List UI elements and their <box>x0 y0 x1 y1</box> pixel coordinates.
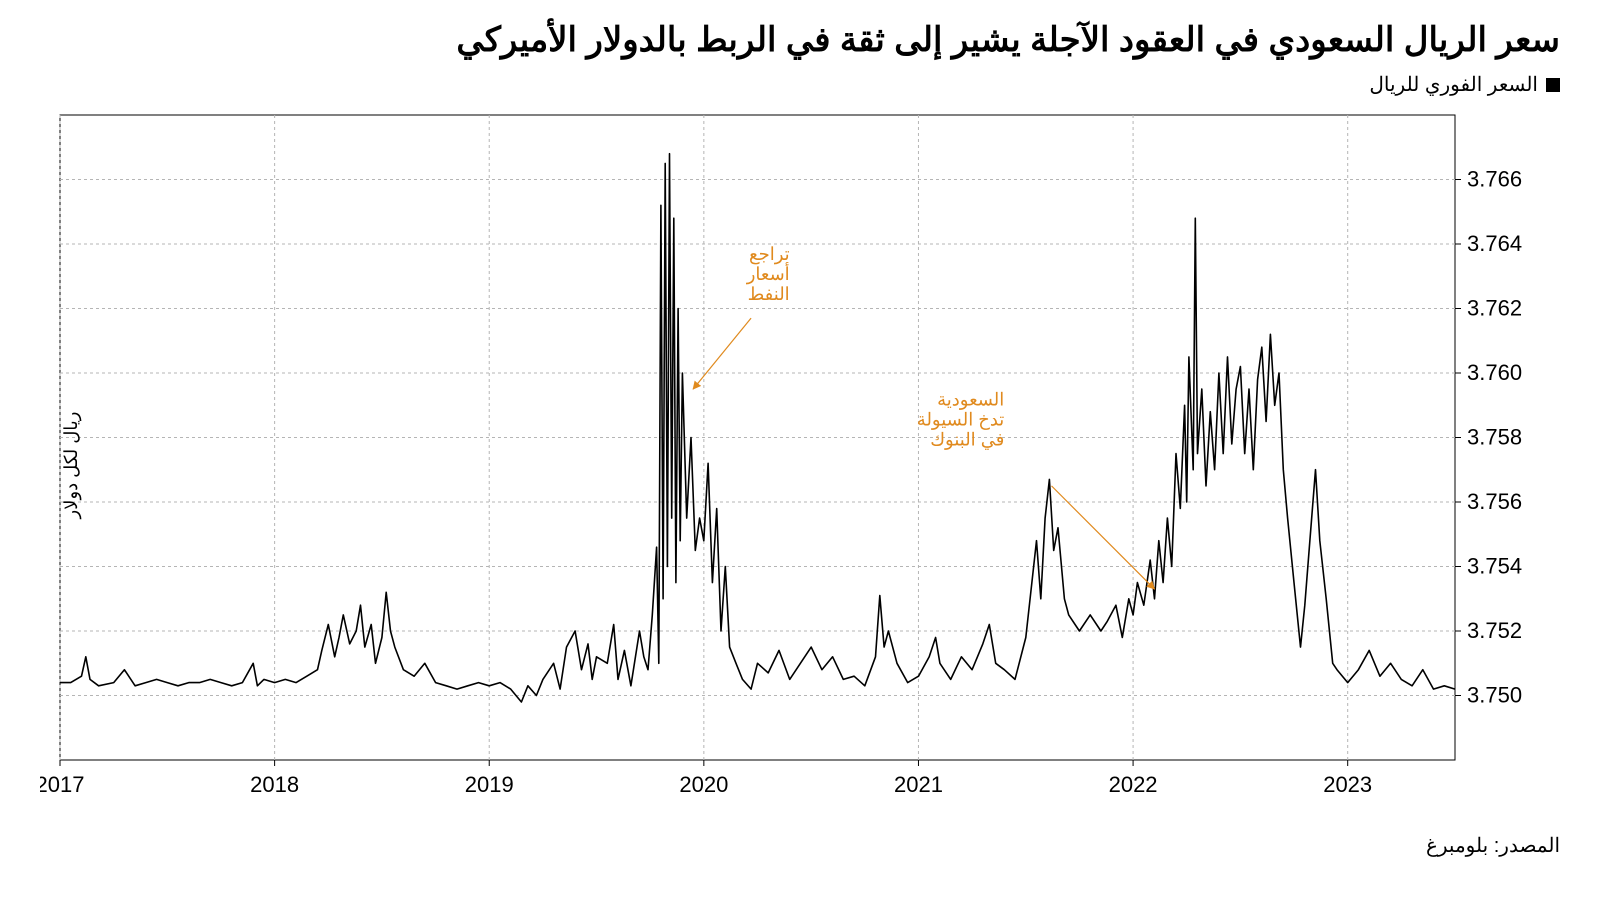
svg-text:النفط: النفط <box>748 284 790 304</box>
svg-text:2019: 2019 <box>465 772 514 797</box>
svg-text:3.758: 3.758 <box>1467 425 1522 450</box>
svg-text:3.766: 3.766 <box>1467 167 1522 192</box>
legend: السعر الفوري للريال <box>40 72 1560 97</box>
chart-svg: 3.750 3.752 3.754 3.756 3.758 3.760 3.762 3.764… <box>40 105 1560 825</box>
legend-label: السعر الفوري للريال <box>1369 72 1538 97</box>
svg-text:3.752: 3.752 <box>1467 618 1522 643</box>
svg-text:3.760: 3.760 <box>1467 360 1522 385</box>
chart-title: سعر الريال السعودي في العقود الآجلة يشير… <box>40 20 1560 60</box>
svg-text:تدخ السيولة: تدخ السيولة <box>917 409 1005 430</box>
svg-text:3.762: 3.762 <box>1467 296 1522 321</box>
chart-area: 3.750 3.752 3.754 3.756 3.758 3.760 3.762 3.764… <box>40 105 1560 825</box>
svg-text:تراجع: تراجع <box>749 244 790 265</box>
svg-text:3.764: 3.764 <box>1467 231 1522 256</box>
svg-text:2021: 2021 <box>894 772 943 797</box>
svg-text:السعودية: السعودية <box>937 389 1004 410</box>
svg-text:2020: 2020 <box>679 772 728 797</box>
svg-text:في البنوك: في البنوك <box>930 429 1004 450</box>
svg-text:2018: 2018 <box>250 772 299 797</box>
source-line: المصدر: بلومبرغ <box>40 833 1560 858</box>
svg-text:2023: 2023 <box>1323 772 1372 797</box>
svg-text:3.754: 3.754 <box>1467 554 1522 579</box>
svg-text:3.750: 3.750 <box>1467 683 1522 708</box>
svg-text:أسعار: أسعار <box>746 262 790 285</box>
svg-text:2017: 2017 <box>40 772 84 797</box>
legend-swatch <box>1546 78 1560 92</box>
y-axis-label: ريال لكل دولار <box>61 412 82 519</box>
svg-text:3.756: 3.756 <box>1467 489 1522 514</box>
svg-text:2022: 2022 <box>1109 772 1158 797</box>
